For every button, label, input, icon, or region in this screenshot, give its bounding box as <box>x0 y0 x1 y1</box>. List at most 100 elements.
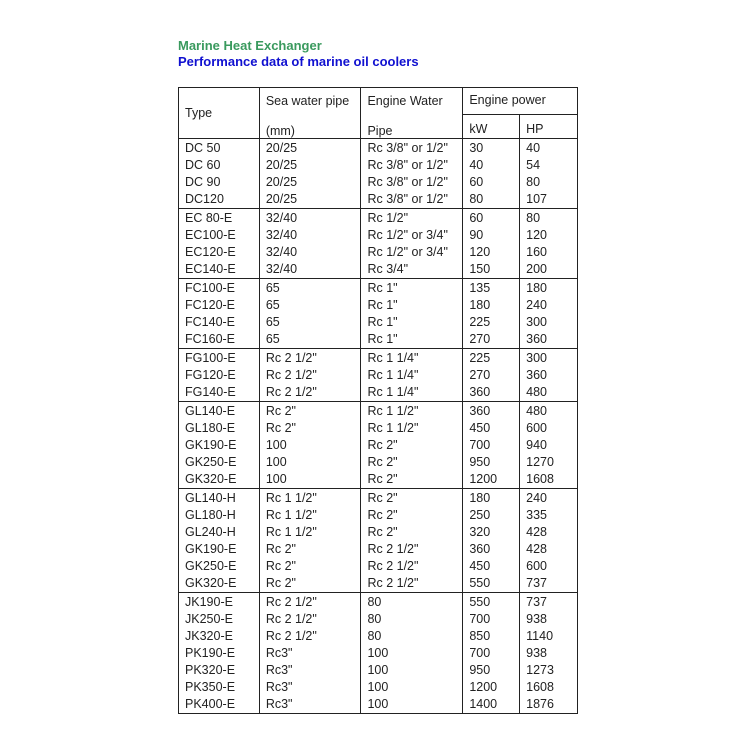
cell-engine-water-pipe: Rc 3/4" <box>360 261 464 279</box>
document-subtitle: Performance data of marine oil coolers <box>178 54 419 69</box>
cell-sea-water-pipe: Rc 1 1/2" <box>258 488 362 507</box>
cell-engine-water-pipe: 100 <box>360 662 464 679</box>
table-group: FC100-E 65 Rc 1" 135 180 FC120-E 65 Rc 1" 180 240… <box>178 278 578 349</box>
cell-hp: 600 <box>519 558 578 575</box>
cell-type: GL240-H <box>178 524 260 541</box>
header-engine-water-label: Engine Water <box>367 94 443 108</box>
cell-type: PK350-E <box>178 679 260 696</box>
cell-kw: 120 <box>462 244 521 261</box>
cell-kw: 250 <box>462 507 521 524</box>
table-row: DC 60 20/25 Rc 3/8" or 1/2" 40 54 <box>178 157 578 174</box>
cell-engine-water-pipe: Rc 1" <box>360 314 464 331</box>
cell-engine-water-pipe: Rc 1" <box>360 331 464 349</box>
cell-kw: 550 <box>462 575 521 593</box>
table-row: PK320-E Rc3" 100 950 1273 <box>178 662 578 679</box>
cell-hp: 335 <box>519 507 578 524</box>
cell-type: EC140-E <box>178 261 260 279</box>
cell-type: EC 80-E <box>178 208 260 227</box>
cell-engine-water-pipe: Rc 1 1/4" <box>360 348 464 367</box>
cell-sea-water-pipe: Rc 2 1/2" <box>258 367 362 384</box>
table-row: PK190-E Rc3" 100 700 938 <box>178 645 578 662</box>
table-row: FG120-E Rc 2 1/2" Rc 1 1/4" 270 360 <box>178 367 578 384</box>
cell-hp: 737 <box>519 592 578 611</box>
cell-type: GL140-E <box>178 401 260 420</box>
cell-sea-water-pipe: Rc3" <box>258 696 362 714</box>
cell-kw: 60 <box>462 208 521 227</box>
cell-sea-water-pipe: Rc 2" <box>258 541 362 558</box>
cell-hp: 1608 <box>519 679 578 696</box>
table-row: FG100-E Rc 2 1/2" Rc 1 1/4" 225 300 <box>178 348 578 367</box>
cell-type: GK190-E <box>178 541 260 558</box>
table-group: GL140-E Rc 2" Rc 1 1/2" 360 480 GL180-E Rc 2" R… <box>178 401 578 489</box>
cell-sea-water-pipe: Rc 2" <box>258 575 362 593</box>
cell-kw: 700 <box>462 437 521 454</box>
cell-sea-water-pipe: 100 <box>258 471 362 489</box>
cell-engine-water-pipe: Rc 1/2" or 3/4" <box>360 244 464 261</box>
cell-engine-water-pipe: Rc 1" <box>360 297 464 314</box>
cell-hp: 737 <box>519 575 578 593</box>
table-row: PK350-E Rc3" 100 1200 1608 <box>178 679 578 696</box>
cell-hp: 600 <box>519 420 578 437</box>
cell-kw: 225 <box>462 314 521 331</box>
table-row: DC120 20/25 Rc 3/8" or 1/2" 80 107 <box>178 191 578 209</box>
cell-hp: 940 <box>519 437 578 454</box>
cell-sea-water-pipe: 65 <box>258 331 362 349</box>
cell-sea-water-pipe: 65 <box>258 297 362 314</box>
cell-kw: 950 <box>462 454 521 471</box>
cell-sea-water-pipe: Rc 2 1/2" <box>258 628 362 645</box>
document-title: Marine Heat Exchanger <box>178 38 322 53</box>
cell-kw: 320 <box>462 524 521 541</box>
header-sea-water-pipe: Sea water pipe (mm) <box>258 87 362 139</box>
table-row: GK250-E Rc 2" Rc 2 1/2" 450 600 <box>178 558 578 575</box>
table-row: FC120-E 65 Rc 1" 180 240 <box>178 297 578 314</box>
table-group: EC 80-E 32/40 Rc 1/2" 60 80 EC100-E 32/40 Rc 1/… <box>178 208 578 279</box>
header-engine-power: Engine power <box>462 86 578 116</box>
cell-hp: 240 <box>519 488 578 507</box>
cell-sea-water-pipe: 100 <box>258 437 362 454</box>
cell-sea-water-pipe: 20/25 <box>258 157 362 174</box>
cell-engine-water-pipe: Rc 2 1/2" <box>360 575 464 593</box>
table-row: FG140-E Rc 2 1/2" Rc 1 1/4" 360 480 <box>178 384 578 402</box>
cell-kw: 700 <box>462 611 521 628</box>
cell-type: FC140-E <box>178 314 260 331</box>
cell-sea-water-pipe: 32/40 <box>258 244 362 261</box>
table-row: GK320-E 100 Rc 2" 1200 1608 <box>178 471 578 489</box>
cell-hp: 107 <box>519 191 578 209</box>
cell-engine-water-pipe: Rc 3/8" or 1/2" <box>360 191 464 209</box>
cell-sea-water-pipe: 20/25 <box>258 174 362 191</box>
cell-engine-water-pipe: Rc 1 1/4" <box>360 367 464 384</box>
cell-engine-water-pipe: Rc 2" <box>360 507 464 524</box>
cell-hp: 200 <box>519 261 578 279</box>
cell-kw: 360 <box>462 384 521 402</box>
cell-type: GK190-E <box>178 437 260 454</box>
cell-type: GK320-E <box>178 471 260 489</box>
cell-type: FG100-E <box>178 348 260 367</box>
cell-kw: 1400 <box>462 696 521 714</box>
cell-type: GL140-H <box>178 488 260 507</box>
cell-hp: 428 <box>519 524 578 541</box>
cell-kw: 360 <box>462 541 521 558</box>
cell-hp: 1876 <box>519 696 578 714</box>
cell-engine-water-pipe: Rc 2" <box>360 454 464 471</box>
cell-sea-water-pipe: Rc 2" <box>258 420 362 437</box>
cell-sea-water-pipe: Rc 2 1/2" <box>258 592 362 611</box>
cell-kw: 450 <box>462 420 521 437</box>
cell-engine-water-pipe: Rc 1" <box>360 278 464 297</box>
table-row: FC160-E 65 Rc 1" 270 360 <box>178 331 578 349</box>
cell-type: FG140-E <box>178 384 260 402</box>
cell-hp: 1608 <box>519 471 578 489</box>
cell-engine-water-pipe: Rc 2 1/2" <box>360 541 464 558</box>
header-type: Type <box>178 87 260 139</box>
cell-sea-water-pipe: Rc3" <box>258 662 362 679</box>
header-sea-water-pipe-label: Sea water pipe <box>265 94 350 108</box>
cell-hp: 428 <box>519 541 578 558</box>
cell-hp: 938 <box>519 645 578 662</box>
cell-engine-water-pipe: Rc 3/8" or 1/2" <box>360 174 464 191</box>
table-row: EC 80-E 32/40 Rc 1/2" 60 80 <box>178 208 578 227</box>
cell-type: PK400-E <box>178 696 260 714</box>
cell-engine-water-pipe: Rc 1 1/2" <box>360 420 464 437</box>
table-row: DC 90 20/25 Rc 3/8" or 1/2" 60 80 <box>178 174 578 191</box>
cell-type: FG120-E <box>178 367 260 384</box>
cell-type: FC160-E <box>178 331 260 349</box>
cell-type: JK190-E <box>178 592 260 611</box>
